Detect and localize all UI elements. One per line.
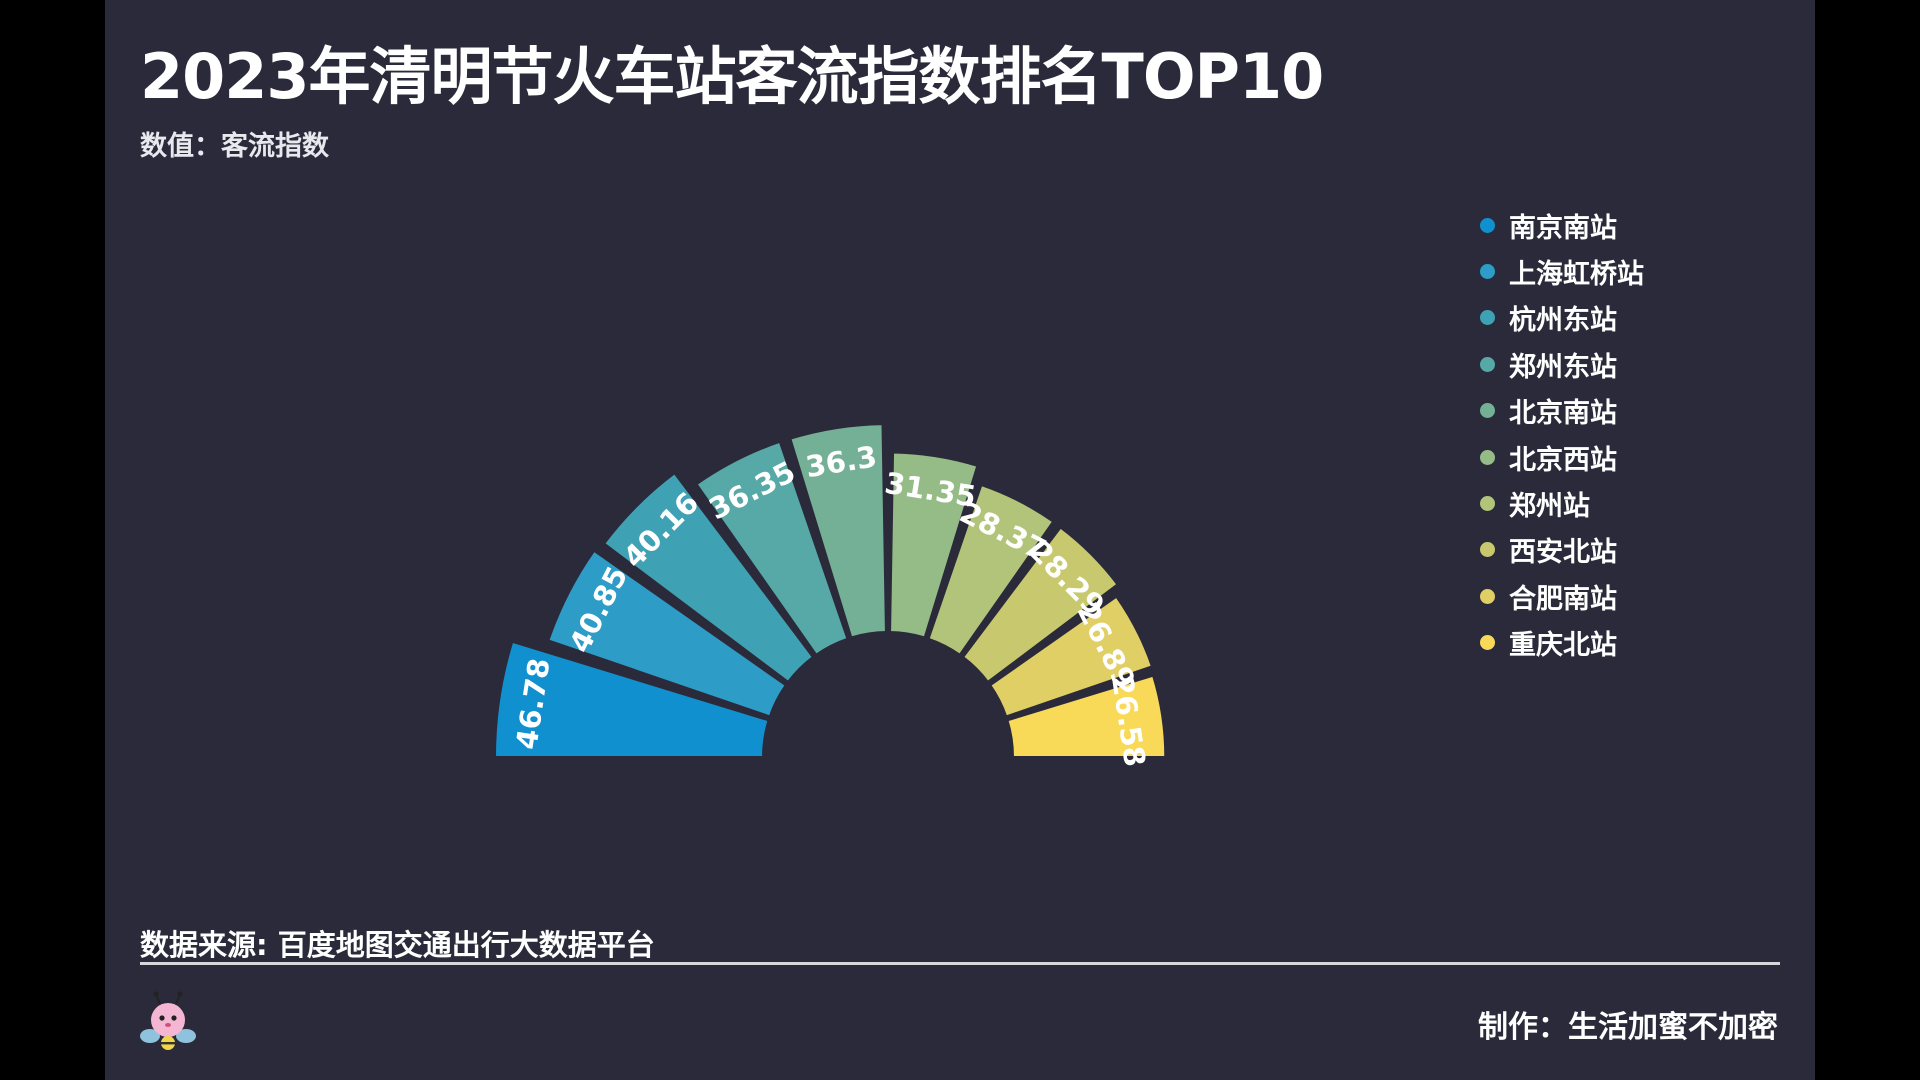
polar-bar-sector xyxy=(602,471,815,684)
legend-label: 北京西站 xyxy=(1509,444,1617,476)
legend-item: 西安北站 xyxy=(1480,527,1644,573)
footer-divider xyxy=(140,962,1780,965)
polar-bar-sector xyxy=(547,549,788,718)
legend-label: 北京南站 xyxy=(1509,398,1617,430)
polar-bar-sector xyxy=(961,526,1119,684)
bee-mascot-icon xyxy=(140,991,196,1050)
legend-swatch-icon xyxy=(1480,542,1495,558)
credit-text: 制作：生活加蜜不加密 xyxy=(1478,1010,1778,1045)
legend-swatch-icon xyxy=(1480,635,1495,651)
polar-bar-sector xyxy=(927,483,1055,657)
legend-label: 重庆北站 xyxy=(1509,630,1617,662)
legend-label: 郑州站 xyxy=(1509,491,1590,523)
polar-bar-sector xyxy=(493,640,770,758)
legend-swatch-icon xyxy=(1480,310,1495,326)
legend-label: 西安北站 xyxy=(1509,537,1617,569)
chart-subtitle: 数值：客流指数 xyxy=(140,131,329,162)
legend-label: 郑州东站 xyxy=(1509,351,1617,383)
legend-item: 北京西站 xyxy=(1480,434,1644,480)
polar-bar-sector xyxy=(1006,674,1167,758)
polar-bar-sector xyxy=(789,423,887,639)
chart-title: 2023年清明节火车站客流指数排名TOP10 xyxy=(140,40,1324,113)
legend-swatch-icon xyxy=(1480,588,1495,604)
legend-label: 南京南站 xyxy=(1509,212,1617,244)
legend-label: 杭州东站 xyxy=(1509,305,1617,337)
legend-item: 郑州东站 xyxy=(1480,341,1644,387)
legend-item: 上海虹桥站 xyxy=(1480,248,1644,294)
polar-bar-sector xyxy=(988,595,1154,718)
legend-label: 合肥南站 xyxy=(1509,583,1617,615)
chart-panel xyxy=(105,0,1815,1080)
legend-swatch-icon xyxy=(1480,449,1495,465)
polar-bar-sector xyxy=(889,451,979,639)
legend-item: 合肥南站 xyxy=(1480,573,1644,619)
legend-swatch-icon xyxy=(1480,264,1495,280)
legend-label: 上海虹桥站 xyxy=(1509,259,1644,291)
legend-swatch-icon xyxy=(1480,356,1495,372)
legend-swatch-icon xyxy=(1480,496,1495,512)
legend-swatch-icon xyxy=(1480,403,1495,419)
polar-bar-sector xyxy=(695,440,849,657)
legend-item: 重庆北站 xyxy=(1480,620,1644,666)
legend-swatch-icon xyxy=(1480,217,1495,233)
chart-slices xyxy=(493,423,1167,758)
legend-item: 北京南站 xyxy=(1480,388,1644,434)
chart-legend: 南京南站上海虹桥站杭州东站郑州东站北京南站北京西站郑州站西安北站合肥南站重庆北站 xyxy=(1480,202,1644,666)
data-source: 数据来源: 百度地图交通出行大数据平台 xyxy=(140,928,655,962)
legend-item: 杭州东站 xyxy=(1480,295,1644,341)
legend-item: 南京南站 xyxy=(1480,202,1644,248)
legend-item: 郑州站 xyxy=(1480,480,1644,526)
